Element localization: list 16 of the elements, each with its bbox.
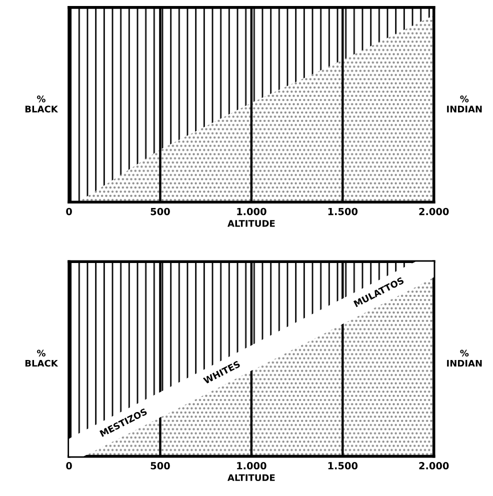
- x-tick-label: 0: [66, 208, 72, 216]
- y2-axis-title: % INDIAN: [447, 350, 482, 367]
- y2-axis-title: % INDIAN: [447, 96, 482, 112]
- x-tick-label: 1.500: [328, 208, 358, 216]
- x-tick-label: 500: [150, 462, 170, 470]
- x-tick-label: 1.500: [328, 462, 358, 470]
- x-tick-label: 0: [66, 462, 72, 470]
- y-axis-title: % BLACK: [25, 96, 58, 112]
- y-axis-title: % BLACK: [25, 350, 58, 367]
- x-tick-label: 500: [150, 208, 170, 216]
- x-tick-label: 1.000: [237, 208, 266, 216]
- x-tick-label: 2.000: [419, 208, 449, 216]
- x-tick-label: 2.000: [419, 462, 449, 470]
- x-tick-label: 1.000: [237, 462, 266, 470]
- x-axis-title: ALTITUDE: [228, 220, 275, 227]
- x-axis-title: ALTITUDE: [228, 474, 275, 482]
